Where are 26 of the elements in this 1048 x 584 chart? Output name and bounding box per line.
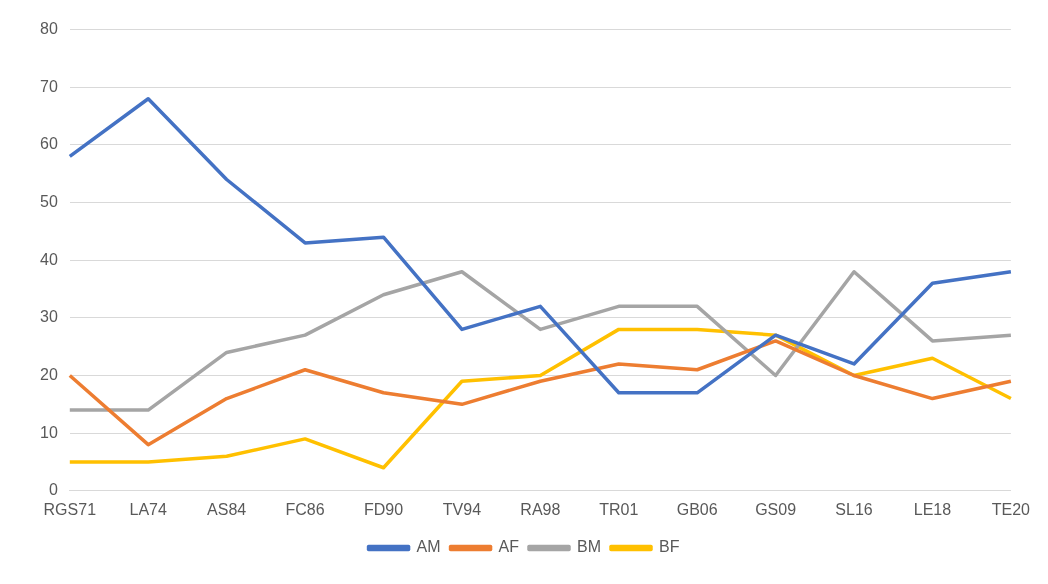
- legend-label: BM: [577, 538, 601, 556]
- y-tick-label: 30: [40, 308, 58, 326]
- y-tick-label: 40: [40, 250, 58, 268]
- x-tick-label: TR01: [599, 500, 639, 518]
- y-tick-label: 20: [40, 365, 58, 383]
- x-tick-label: RA98: [520, 500, 561, 518]
- y-tick-label: 70: [40, 77, 58, 95]
- y-tick-label: 0: [48, 481, 58, 499]
- y-tick-label: 10: [40, 423, 58, 441]
- legend-label: AM: [416, 538, 441, 556]
- x-tick-label: GS09: [755, 500, 797, 518]
- x-tick-label: RGS71: [43, 500, 97, 518]
- y-tick-label: 50: [40, 192, 58, 210]
- legend-label: BF: [659, 538, 680, 556]
- y-tick-label: 60: [40, 135, 58, 153]
- y-tick-label: 80: [40, 20, 58, 38]
- x-tick-label: AS84: [207, 500, 247, 518]
- x-tick-label: FC86: [285, 500, 325, 518]
- x-tick-label: TE20: [991, 500, 1031, 518]
- x-tick-label: LE18: [913, 500, 952, 518]
- x-tick-label: TV94: [442, 500, 482, 518]
- legend-label: AF: [498, 538, 520, 556]
- x-tick-label: LA74: [129, 500, 167, 518]
- x-tick-label: GB06: [676, 500, 718, 518]
- x-tick-label: SL16: [835, 500, 873, 518]
- x-tick-label: FD90: [363, 500, 404, 518]
